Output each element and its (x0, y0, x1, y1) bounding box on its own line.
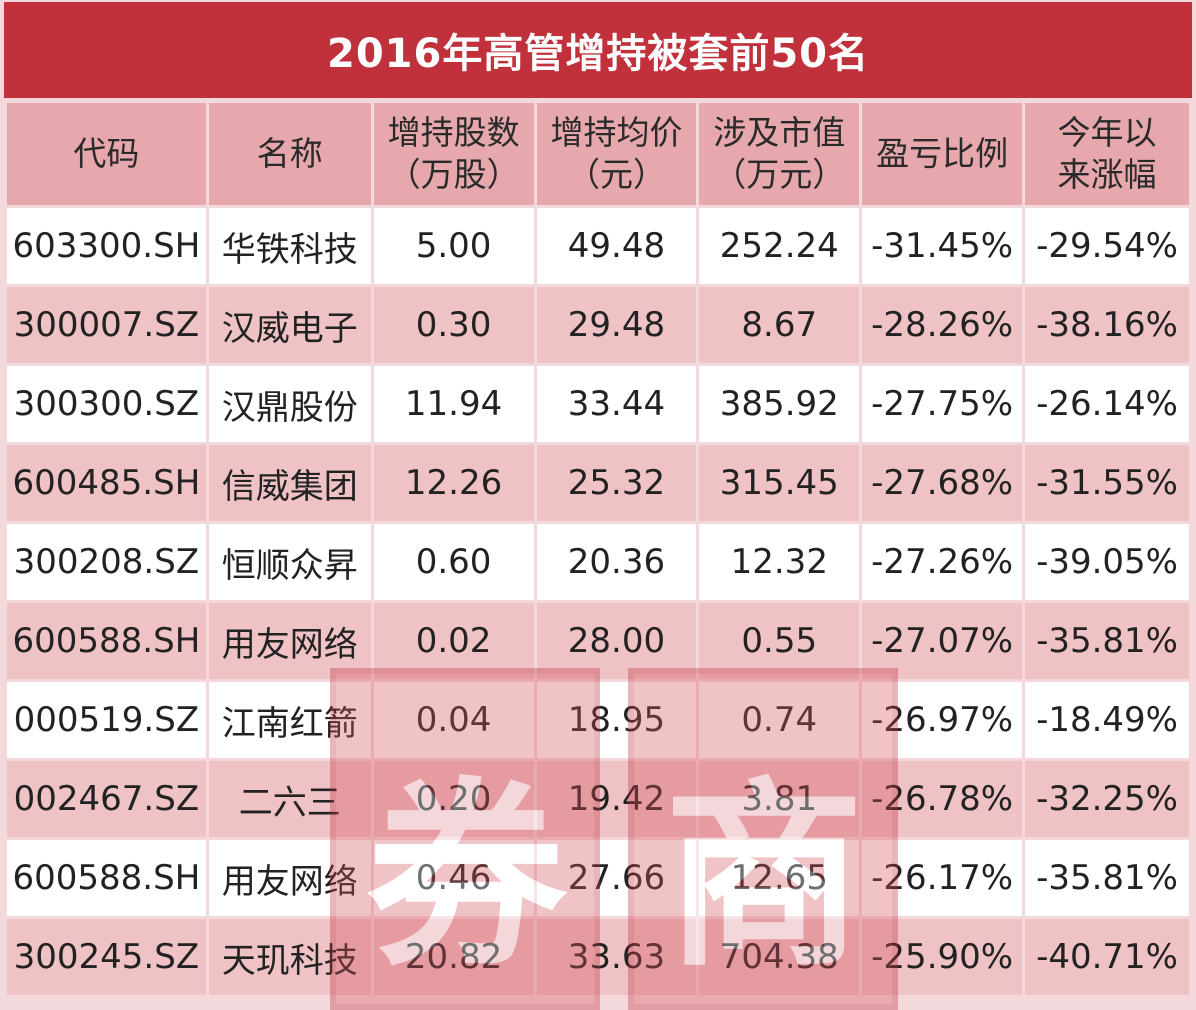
cell-ytd: -29.54% (1025, 208, 1189, 284)
cell-shares: 11.94 (373, 366, 534, 442)
cell-ytd: -31.55% (1025, 445, 1189, 521)
cell-ytd: -38.16% (1025, 287, 1189, 363)
cell-ytd: -26.14% (1025, 366, 1189, 442)
cell-value: 252.24 (699, 208, 860, 284)
cell-value: 12.65 (699, 840, 860, 916)
cell-value: 704.38 (699, 919, 860, 995)
cell-ytd: -35.81% (1025, 840, 1189, 916)
cell-pl: -28.26% (862, 287, 1023, 363)
cell-pl: -27.68% (862, 445, 1023, 521)
cell-pl: -27.26% (862, 524, 1023, 600)
table-row: 600588.SH 用友网络 0.46 27.66 12.65 -26.17% … (7, 840, 1189, 916)
cell-shares: 0.20 (373, 761, 534, 837)
cell-ytd: -32.25% (1025, 761, 1189, 837)
header-ytd: 今年以 来涨幅 (1025, 103, 1189, 205)
cell-pl: -26.97% (862, 682, 1023, 758)
cell-pl: -27.75% (862, 366, 1023, 442)
cell-shares: 0.60 (373, 524, 534, 600)
cell-name: 汉鼎股份 (208, 366, 371, 442)
cell-ytd: -39.05% (1025, 524, 1189, 600)
table-row: 000519.SZ 江南红箭 0.04 18.95 0.74 -26.97% -… (7, 682, 1189, 758)
cell-value: 12.32 (699, 524, 860, 600)
cell-value: 0.55 (699, 603, 860, 679)
cell-price: 18.95 (536, 682, 697, 758)
cell-value: 385.92 (699, 366, 860, 442)
cell-pl: -26.78% (862, 761, 1023, 837)
table-row: 300208.SZ 恒顺众昇 0.60 20.36 12.32 -27.26% … (7, 524, 1189, 600)
cell-pl: -31.45% (862, 208, 1023, 284)
cell-ytd: -18.49% (1025, 682, 1189, 758)
cell-pl: -26.17% (862, 840, 1023, 916)
cell-ytd: -40.71% (1025, 919, 1189, 995)
table-row: 002467.SZ 二六三 0.20 19.42 3.81 -26.78% -3… (7, 761, 1189, 837)
cell-name: 恒顺众昇 (208, 524, 371, 600)
data-table: 代码 名称 增持股数 （万股） 增持均价 （元） 涉及市值 （万元） 盈亏比例 今年以… (4, 100, 1192, 998)
cell-shares: 5.00 (373, 208, 534, 284)
cell-price: 27.66 (536, 840, 697, 916)
cell-price: 49.48 (536, 208, 697, 284)
cell-code: 600588.SH (7, 840, 206, 916)
header-code: 代码 (7, 103, 206, 205)
cell-code: 600485.SH (7, 445, 206, 521)
header-price: 增持均价 （元） (536, 103, 697, 205)
cell-pl: -27.07% (862, 603, 1023, 679)
cell-price: 25.32 (536, 445, 697, 521)
header-pl: 盈亏比例 (862, 103, 1023, 205)
header-name: 名称 (208, 103, 371, 205)
cell-name: 二六三 (208, 761, 371, 837)
cell-price: 20.36 (536, 524, 697, 600)
cell-shares: 0.04 (373, 682, 534, 758)
header-value: 涉及市值 （万元） (699, 103, 860, 205)
cell-price: 29.48 (536, 287, 697, 363)
cell-code: 002467.SZ (7, 761, 206, 837)
title-bar: 2016年高管增持被套前50名 (4, 2, 1192, 98)
cell-name: 用友网络 (208, 840, 371, 916)
cell-name: 天玑科技 (208, 919, 371, 995)
cell-code: 300300.SZ (7, 366, 206, 442)
cell-price: 28.00 (536, 603, 697, 679)
cell-code: 300007.SZ (7, 287, 206, 363)
cell-price: 33.44 (536, 366, 697, 442)
cell-shares: 20.82 (373, 919, 534, 995)
cell-name: 用友网络 (208, 603, 371, 679)
cell-value: 315.45 (699, 445, 860, 521)
table-row: 300007.SZ 汉威电子 0.30 29.48 8.67 -28.26% -… (7, 287, 1189, 363)
cell-name: 华铁科技 (208, 208, 371, 284)
table-row: 603300.SH 华铁科技 5.00 49.48 252.24 -31.45%… (7, 208, 1189, 284)
cell-name: 汉威电子 (208, 287, 371, 363)
cell-ytd: -35.81% (1025, 603, 1189, 679)
cell-price: 19.42 (536, 761, 697, 837)
cell-name: 江南红箭 (208, 682, 371, 758)
cell-name: 信威集团 (208, 445, 371, 521)
cell-shares: 0.30 (373, 287, 534, 363)
cell-code: 300245.SZ (7, 919, 206, 995)
cell-value: 8.67 (699, 287, 860, 363)
cell-code: 000519.SZ (7, 682, 206, 758)
cell-value: 3.81 (699, 761, 860, 837)
header-shares: 增持股数 （万股） (373, 103, 534, 205)
cell-shares: 0.46 (373, 840, 534, 916)
table-row: 300300.SZ 汉鼎股份 11.94 33.44 385.92 -27.75… (7, 366, 1189, 442)
cell-code: 300208.SZ (7, 524, 206, 600)
header-row: 代码 名称 增持股数 （万股） 增持均价 （元） 涉及市值 （万元） 盈亏比例 今年以… (7, 103, 1189, 205)
cell-code: 600588.SH (7, 603, 206, 679)
cell-shares: 0.02 (373, 603, 534, 679)
cell-code: 603300.SH (7, 208, 206, 284)
table-row: 600588.SH 用友网络 0.02 28.00 0.55 -27.07% -… (7, 603, 1189, 679)
table-row: 600485.SH 信威集团 12.26 25.32 315.45 -27.68… (7, 445, 1189, 521)
table-row: 300245.SZ 天玑科技 20.82 33.63 704.38 -25.90… (7, 919, 1189, 995)
cell-value: 0.74 (699, 682, 860, 758)
cell-price: 33.63 (536, 919, 697, 995)
cell-pl: -25.90% (862, 919, 1023, 995)
table-title: 2016年高管增持被套前50名 (327, 31, 869, 77)
cell-shares: 12.26 (373, 445, 534, 521)
